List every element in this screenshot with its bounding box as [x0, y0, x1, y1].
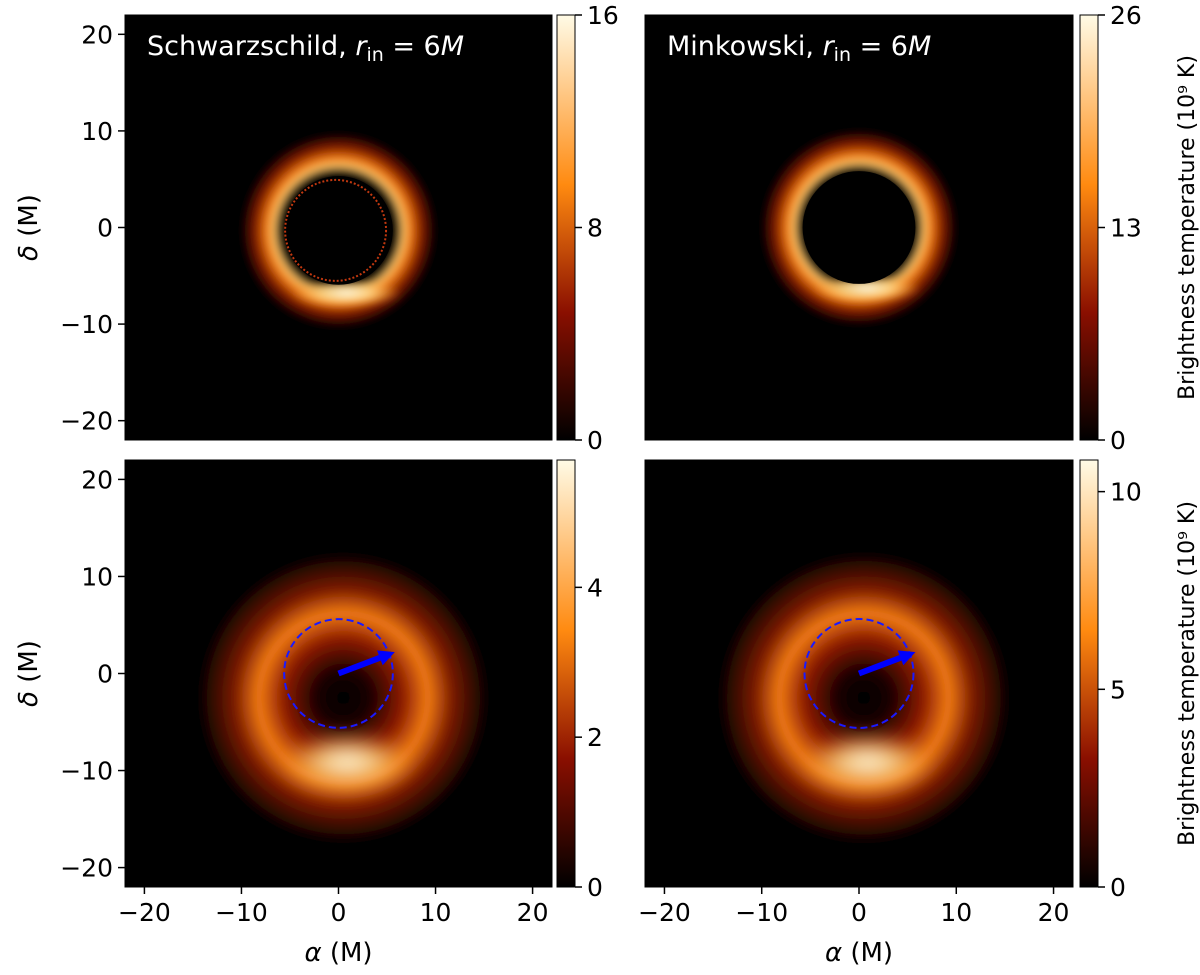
- axes-frame: [644, 14, 1074, 441]
- colorbar-tick-label: 8: [587, 214, 603, 243]
- shadow: [284, 176, 393, 285]
- panel-4: −20 −10 0 10 20 α (M) 0 5 10 Brightness temperatu…: [638, 459, 1200, 968]
- y-tick-label: 0: [97, 660, 113, 689]
- image: [197, 552, 489, 844]
- colorbar-tick-label: 16: [587, 1, 619, 30]
- colorbar-tick-label: 0: [1110, 426, 1126, 455]
- direction-arrow-head: [376, 650, 395, 666]
- direction-arrow-shaft: [337, 655, 381, 677]
- shadow: [802, 171, 916, 284]
- image: [761, 130, 957, 325]
- colorbar-tick-label: 0: [1110, 873, 1126, 902]
- reference-circle: [283, 618, 394, 729]
- colorbar: [556, 14, 576, 441]
- y-tick-label: −10: [60, 310, 113, 339]
- colorbar-label: Brightness temperature (10⁹ K): [1175, 55, 1200, 400]
- x-tick-label: −20: [118, 898, 171, 927]
- x-tick-label: 10: [940, 898, 972, 927]
- reference-circle: [803, 618, 915, 729]
- y-tick-label: 0: [97, 214, 113, 243]
- colorbar-tick-label: 10: [1110, 478, 1142, 507]
- colorbar-tick-label: 0: [587, 426, 603, 455]
- colorbar: [556, 459, 576, 888]
- image: [241, 133, 436, 328]
- emission-ring: [717, 551, 1010, 844]
- x-tick-label: −10: [215, 898, 268, 927]
- panel-1: Schwarzschild, rin = 6M −20 −10 0 10 20 δ (M) 0…: [14, 1, 619, 455]
- y-axis-label: δ (M): [14, 640, 44, 707]
- x-tick-label: 20: [517, 898, 549, 927]
- panel-3: −20 −10 0 10 20 −20 −10 0 10 20 δ (M) α (M) 0 2 4: [14, 459, 603, 968]
- colorbar: [1079, 14, 1099, 441]
- x-axis-label: α (M): [304, 938, 372, 968]
- x-tick-label: 0: [851, 898, 867, 927]
- x-tick-label: 10: [420, 898, 452, 927]
- colorbar-tick-label: 13: [1110, 214, 1142, 243]
- panel-title: Schwarzschild, rin = 6M: [147, 31, 464, 66]
- colorbar-tick-label: 26: [1110, 1, 1142, 30]
- x-axis-label: α (M): [825, 938, 893, 968]
- direction-arrow-shaft: [857, 655, 902, 677]
- y-tick-label: 10: [81, 562, 113, 591]
- panel-2: Minkowski, rin = 6M 0 13 26 Brightness tempe…: [644, 1, 1200, 455]
- bright-crescent: [279, 732, 415, 793]
- y-tick-label: 10: [81, 117, 113, 146]
- colorbar-tick-label: 5: [1110, 675, 1126, 704]
- bright-crescent: [812, 274, 922, 303]
- y-tick-label: −20: [60, 407, 113, 436]
- y-tick-label: 20: [81, 20, 113, 49]
- x-tick-label: 20: [1038, 898, 1070, 927]
- emission-ring: [197, 552, 489, 844]
- photon-ring: [284, 178, 388, 282]
- colorbar-label: Brightness temperature (10⁹ K): [1175, 501, 1200, 846]
- x-tick-label: 0: [331, 898, 347, 927]
- colorbar-tick-label: 0: [587, 873, 603, 902]
- y-tick-label: −20: [60, 854, 113, 883]
- panel-title: Minkowski, rin = 6M: [667, 31, 931, 66]
- image: [717, 551, 1010, 844]
- y-tick-label: −10: [60, 757, 113, 786]
- colorbar-tick-label: 2: [587, 723, 603, 752]
- bright-crescent: [290, 279, 403, 308]
- colorbar-tick-label: 4: [587, 573, 603, 602]
- x-tick-label: −20: [638, 898, 691, 927]
- colorbar: [1079, 459, 1099, 888]
- direction-arrow-head: [897, 650, 916, 666]
- y-tick-label: 20: [81, 465, 113, 494]
- y-axis-label: δ (M): [14, 194, 44, 261]
- bright-crescent: [800, 732, 936, 793]
- x-tick-label: −10: [735, 898, 788, 927]
